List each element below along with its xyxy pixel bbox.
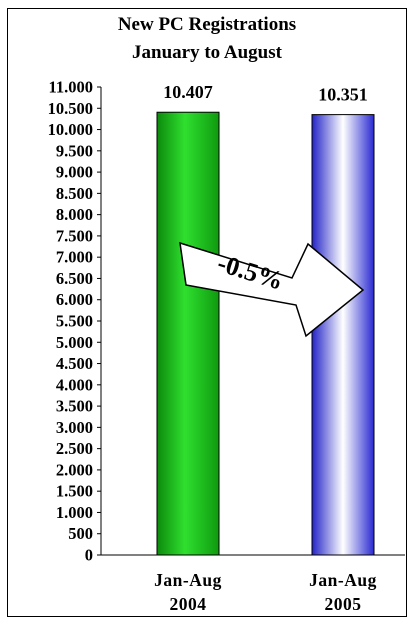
data-label-2: 10.351 bbox=[318, 85, 368, 105]
y-tick-label: 9.500 bbox=[56, 141, 93, 160]
y-tick-label: 500 bbox=[68, 524, 93, 543]
y-tick-label: 9.000 bbox=[56, 163, 93, 182]
data-label-1: 10.407 bbox=[163, 82, 213, 102]
y-tick-label: 6.000 bbox=[56, 290, 93, 309]
y-tick-label: 7.500 bbox=[56, 226, 93, 245]
category-labels: Jan-Aug 2004 Jan-Aug 2005 bbox=[154, 570, 377, 614]
y-tick-label: 7.000 bbox=[56, 248, 93, 267]
category-label-1-line-2: 2004 bbox=[170, 594, 207, 614]
y-tick-label: 2.000 bbox=[56, 460, 93, 479]
chart-subtitle: January to August bbox=[132, 42, 283, 63]
arrow-shape bbox=[179, 241, 365, 338]
chart-title: New PC Registrations bbox=[118, 14, 296, 35]
y-tick-label: 1.500 bbox=[56, 482, 93, 501]
y-tick-label: 10.500 bbox=[48, 99, 93, 118]
y-tick-label: 6.500 bbox=[56, 269, 93, 288]
y-tick-label: 11.000 bbox=[49, 78, 93, 97]
y-tick-label: 3.500 bbox=[56, 397, 93, 416]
y-tick-label: 10.000 bbox=[48, 120, 93, 139]
y-tick-label: 1.000 bbox=[56, 503, 93, 522]
y-tick-label: 3.000 bbox=[56, 418, 93, 437]
bar-2 bbox=[311, 114, 375, 556]
bars bbox=[156, 111, 375, 556]
change-arrow: -0.5% bbox=[179, 241, 365, 338]
data-labels: 10.407 10.351 bbox=[163, 82, 368, 104]
y-tick-label: 8.500 bbox=[56, 184, 93, 203]
y-tick-label: 2.500 bbox=[56, 439, 93, 458]
y-tick-label: 8.000 bbox=[56, 205, 93, 224]
category-label-2-line-1: Jan-Aug bbox=[309, 570, 377, 590]
y-tick-label: 4.500 bbox=[56, 354, 93, 373]
category-label-1-line-1: Jan-Aug bbox=[154, 570, 222, 590]
y-tick-label: 5.000 bbox=[56, 333, 93, 352]
y-tick-label: 0 bbox=[85, 546, 93, 565]
category-label-2-line-2: 2005 bbox=[325, 594, 362, 614]
y-axis-ticks: 0 500 1.000 1.500 2.000 2.500 3.000 3.500 4.000 4… bbox=[48, 78, 101, 565]
y-tick-label: 4.000 bbox=[56, 375, 93, 394]
y-tick-label: 5.500 bbox=[56, 312, 93, 331]
bar-1 bbox=[156, 111, 220, 556]
